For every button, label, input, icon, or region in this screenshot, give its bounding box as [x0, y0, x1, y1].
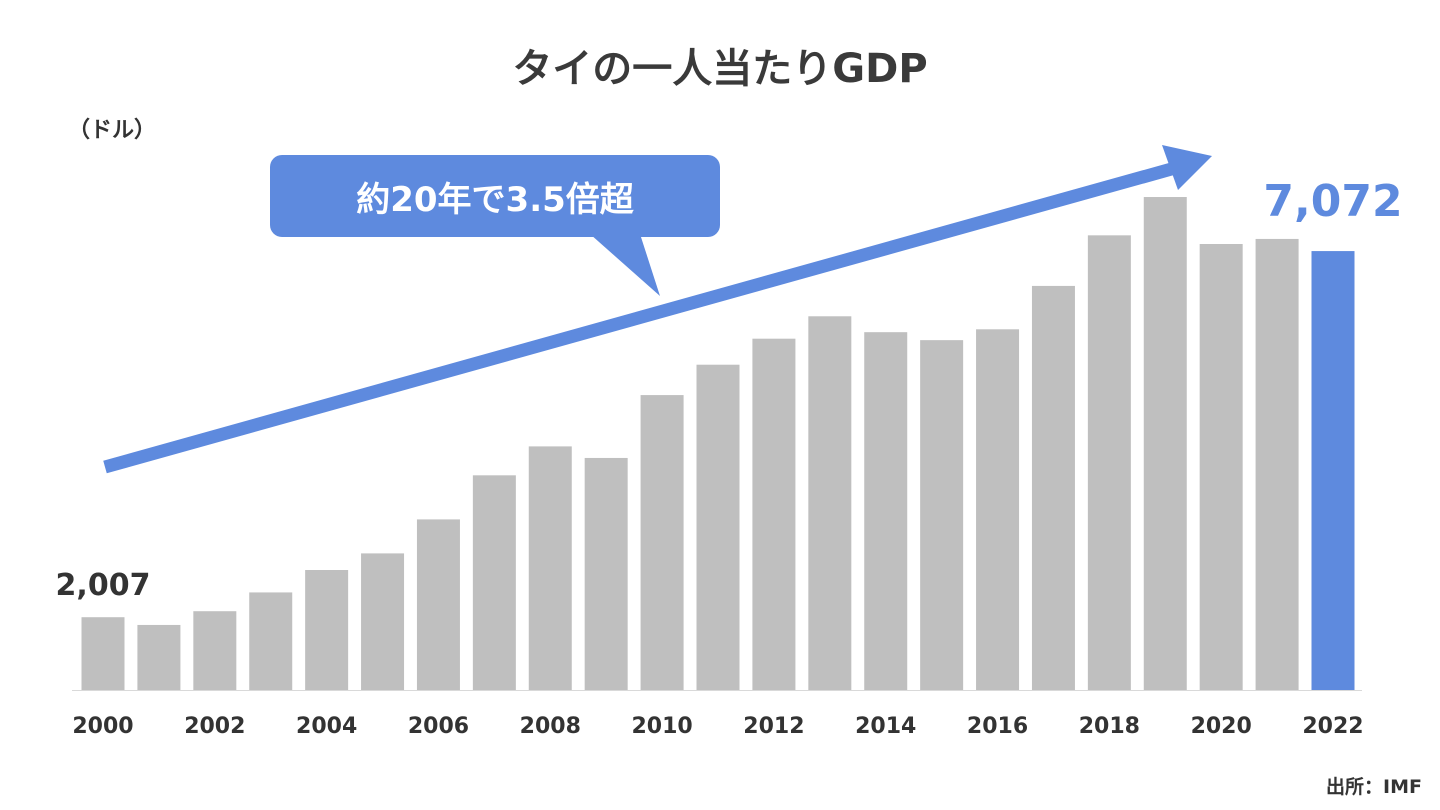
x-tick-label: 2022: [1302, 714, 1363, 739]
chart-title: タイの一人当たりGDP: [512, 46, 928, 92]
bar-2009: [584, 457, 628, 690]
x-tick-label: 2004: [296, 714, 357, 739]
bar-2000: [81, 617, 125, 690]
bar-2012: [752, 338, 796, 690]
x-tick-label: 2020: [1191, 714, 1252, 739]
bar-2003: [249, 592, 293, 690]
x-tick-label: 2016: [967, 714, 1028, 739]
x-tick-label: 2012: [743, 714, 804, 739]
bar-2016: [976, 329, 1020, 690]
x-tick-label: 2010: [631, 714, 692, 739]
bar-2001: [137, 624, 181, 690]
x-tick-label: 2002: [184, 714, 245, 739]
bar-2007: [472, 475, 516, 690]
bar-2014: [864, 332, 908, 690]
bar-2006: [416, 519, 460, 690]
data-label-first: 2,007: [56, 568, 151, 603]
x-tick-label: 2008: [520, 714, 581, 739]
bar-2002: [193, 611, 237, 690]
bar-2021: [1255, 238, 1299, 691]
x-tick-label: 2018: [1079, 714, 1140, 739]
source-note: 出所：IMF: [1326, 776, 1422, 798]
bar-2020: [1199, 243, 1243, 691]
x-tick-label: 2014: [855, 714, 916, 739]
trend-arrow-line: [103, 161, 1177, 474]
data-label-last: 7,072: [1263, 176, 1402, 227]
bar-2015: [920, 340, 964, 690]
trend-arrow-head: [1162, 145, 1212, 190]
bar-2019: [1143, 197, 1187, 691]
x-tick-label: 2006: [408, 714, 469, 739]
bar-2011: [696, 364, 740, 690]
bar-2022: [1311, 251, 1355, 690]
annotation-callout: 約20年で3.5倍超: [270, 155, 720, 237]
bar-2008: [528, 446, 572, 690]
bar-2013: [808, 316, 852, 690]
bar-2018: [1087, 235, 1131, 690]
callout-tail: [590, 234, 660, 296]
bar-2010: [640, 395, 684, 690]
bar-2005: [361, 553, 405, 690]
bar-2004: [305, 570, 349, 690]
y-axis-unit: （ドル）: [68, 118, 157, 143]
bar-2017: [1031, 285, 1075, 690]
x-tick-label: 2000: [72, 714, 133, 739]
